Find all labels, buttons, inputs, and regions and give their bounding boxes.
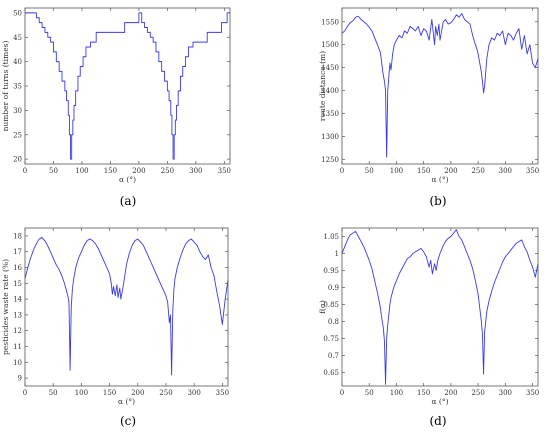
- y-tick-label: 1350: [321, 110, 339, 118]
- x-tick-label: 300: [189, 167, 202, 175]
- y-tick-label: 45: [13, 34, 22, 42]
- x-tick-label: 350: [526, 389, 539, 397]
- y-tick-label: 1550: [321, 18, 339, 26]
- y-axis-label: number of turns (times): [1, 41, 10, 132]
- y-tick-label: 50: [13, 9, 22, 17]
- x-tick-label: 50: [365, 167, 374, 175]
- x-tick-label: 0: [23, 389, 27, 397]
- x-tick-label: 0: [340, 389, 344, 397]
- y-axis-label: f(α): [318, 300, 327, 314]
- series-line-c: [24, 237, 229, 376]
- chart-panel-c: 0 50 100 150 200 250 300 350 9 10 11 12 13 14 15 16 17 18…: [1, 227, 229, 428]
- x-tick-label: 150: [417, 389, 430, 397]
- y-tick-label: 16: [13, 264, 22, 272]
- y-tick-label: 1250: [321, 156, 339, 164]
- x-tick-label: 300: [499, 167, 512, 175]
- x-tick-label: 50: [365, 389, 374, 397]
- x-tick-label: 200: [444, 167, 457, 175]
- series-line-b: [341, 13, 539, 158]
- panel-label: (b): [429, 194, 446, 208]
- x-tick-label: 0: [340, 167, 344, 175]
- y-axis-label: pesticides waste rate (%): [1, 259, 10, 355]
- y-tick-label: 25: [13, 131, 22, 139]
- x-tick-label: 300: [187, 389, 200, 397]
- x-tick-label: 0: [23, 167, 27, 175]
- x-tick-label: 50: [49, 167, 58, 175]
- x-axis-label: α (°): [431, 175, 448, 184]
- y-tick-label: 35: [13, 83, 22, 91]
- y-tick-label: 0.7: [328, 352, 339, 360]
- x-tick-label: 100: [75, 167, 88, 175]
- x-tick-label: 350: [526, 167, 539, 175]
- x-tick-label: 150: [417, 167, 430, 175]
- y-tick-label: 20: [13, 156, 22, 164]
- x-tick-label: 200: [131, 389, 144, 397]
- x-tick-label: 100: [75, 389, 88, 397]
- y-tick-label: 1: [335, 250, 339, 258]
- y-tick-label: 0.75: [323, 335, 339, 343]
- y-tick-label: 0.85: [323, 301, 339, 309]
- x-tick-label: 100: [390, 389, 403, 397]
- series-line-d: [341, 229, 539, 385]
- y-tick-label: 18: [13, 232, 22, 240]
- y-tick-label: 0.95: [323, 267, 339, 275]
- x-axis-label: α (°): [118, 397, 135, 406]
- plot-frame: [24, 227, 229, 387]
- x-axis-label: α (°): [119, 175, 136, 184]
- x-tick-label: 50: [49, 389, 58, 397]
- y-tick-label: 0.8: [328, 318, 339, 326]
- y-tick-label: 0.65: [323, 369, 339, 377]
- x-tick-label: 200: [444, 389, 457, 397]
- x-tick-label: 150: [103, 389, 116, 397]
- panel-label: (c): [120, 414, 136, 428]
- chart-panel-d: 0 50 100 150 200 250 300 350 0.65 0.7 0.75 0.8 0.85 0…: [318, 227, 539, 428]
- chart-panel-a: 0 50 100 150 200 250 300 350 20 25 30 35 40 45 50 α (°)…: [1, 7, 231, 208]
- chart-panel-b: 0 50 100 150 200 250 300 350 1250 1300 1350 1400 145…: [318, 7, 539, 208]
- x-tick-label: 350: [218, 167, 231, 175]
- x-tick-label: 250: [471, 389, 484, 397]
- y-tick-label: 10: [13, 359, 22, 367]
- y-tick-label: 1450: [321, 64, 339, 72]
- y-tick-label: 12: [13, 327, 22, 335]
- y-tick-label: 1300: [321, 133, 339, 141]
- y-axis-label: route distance (m): [318, 51, 327, 121]
- y-tick-label: 17: [13, 248, 22, 256]
- plot-frame: [24, 7, 231, 165]
- series-line-a: [25, 12, 230, 160]
- x-tick-label: 100: [390, 167, 403, 175]
- x-tick-label: 150: [104, 167, 117, 175]
- y-tick-label: 30: [13, 107, 22, 115]
- x-tick-label: 350: [216, 389, 229, 397]
- plot-frame: [341, 227, 539, 387]
- x-tick-label: 250: [161, 167, 174, 175]
- y-tick-label: 40: [13, 58, 22, 66]
- y-tick-label: 1500: [321, 41, 339, 49]
- plot-frame: [341, 7, 539, 165]
- y-tick-label: 1400: [321, 87, 339, 95]
- y-tick-label: 14: [13, 296, 22, 304]
- y-tick-label: 15: [13, 280, 22, 288]
- x-axis-label: α (°): [431, 397, 448, 406]
- y-tick-label: 13: [13, 311, 22, 319]
- x-tick-label: 250: [159, 389, 172, 397]
- panel-label: (d): [429, 414, 446, 428]
- y-tick-label: 11: [13, 343, 22, 351]
- x-tick-label: 300: [499, 389, 512, 397]
- y-tick-label: 9: [18, 375, 22, 383]
- x-tick-label: 200: [132, 167, 145, 175]
- y-tick-label: 0.9: [328, 284, 339, 292]
- y-tick-label: 1.05: [323, 233, 339, 241]
- panel-label: (a): [120, 194, 137, 208]
- x-tick-label: 250: [471, 167, 484, 175]
